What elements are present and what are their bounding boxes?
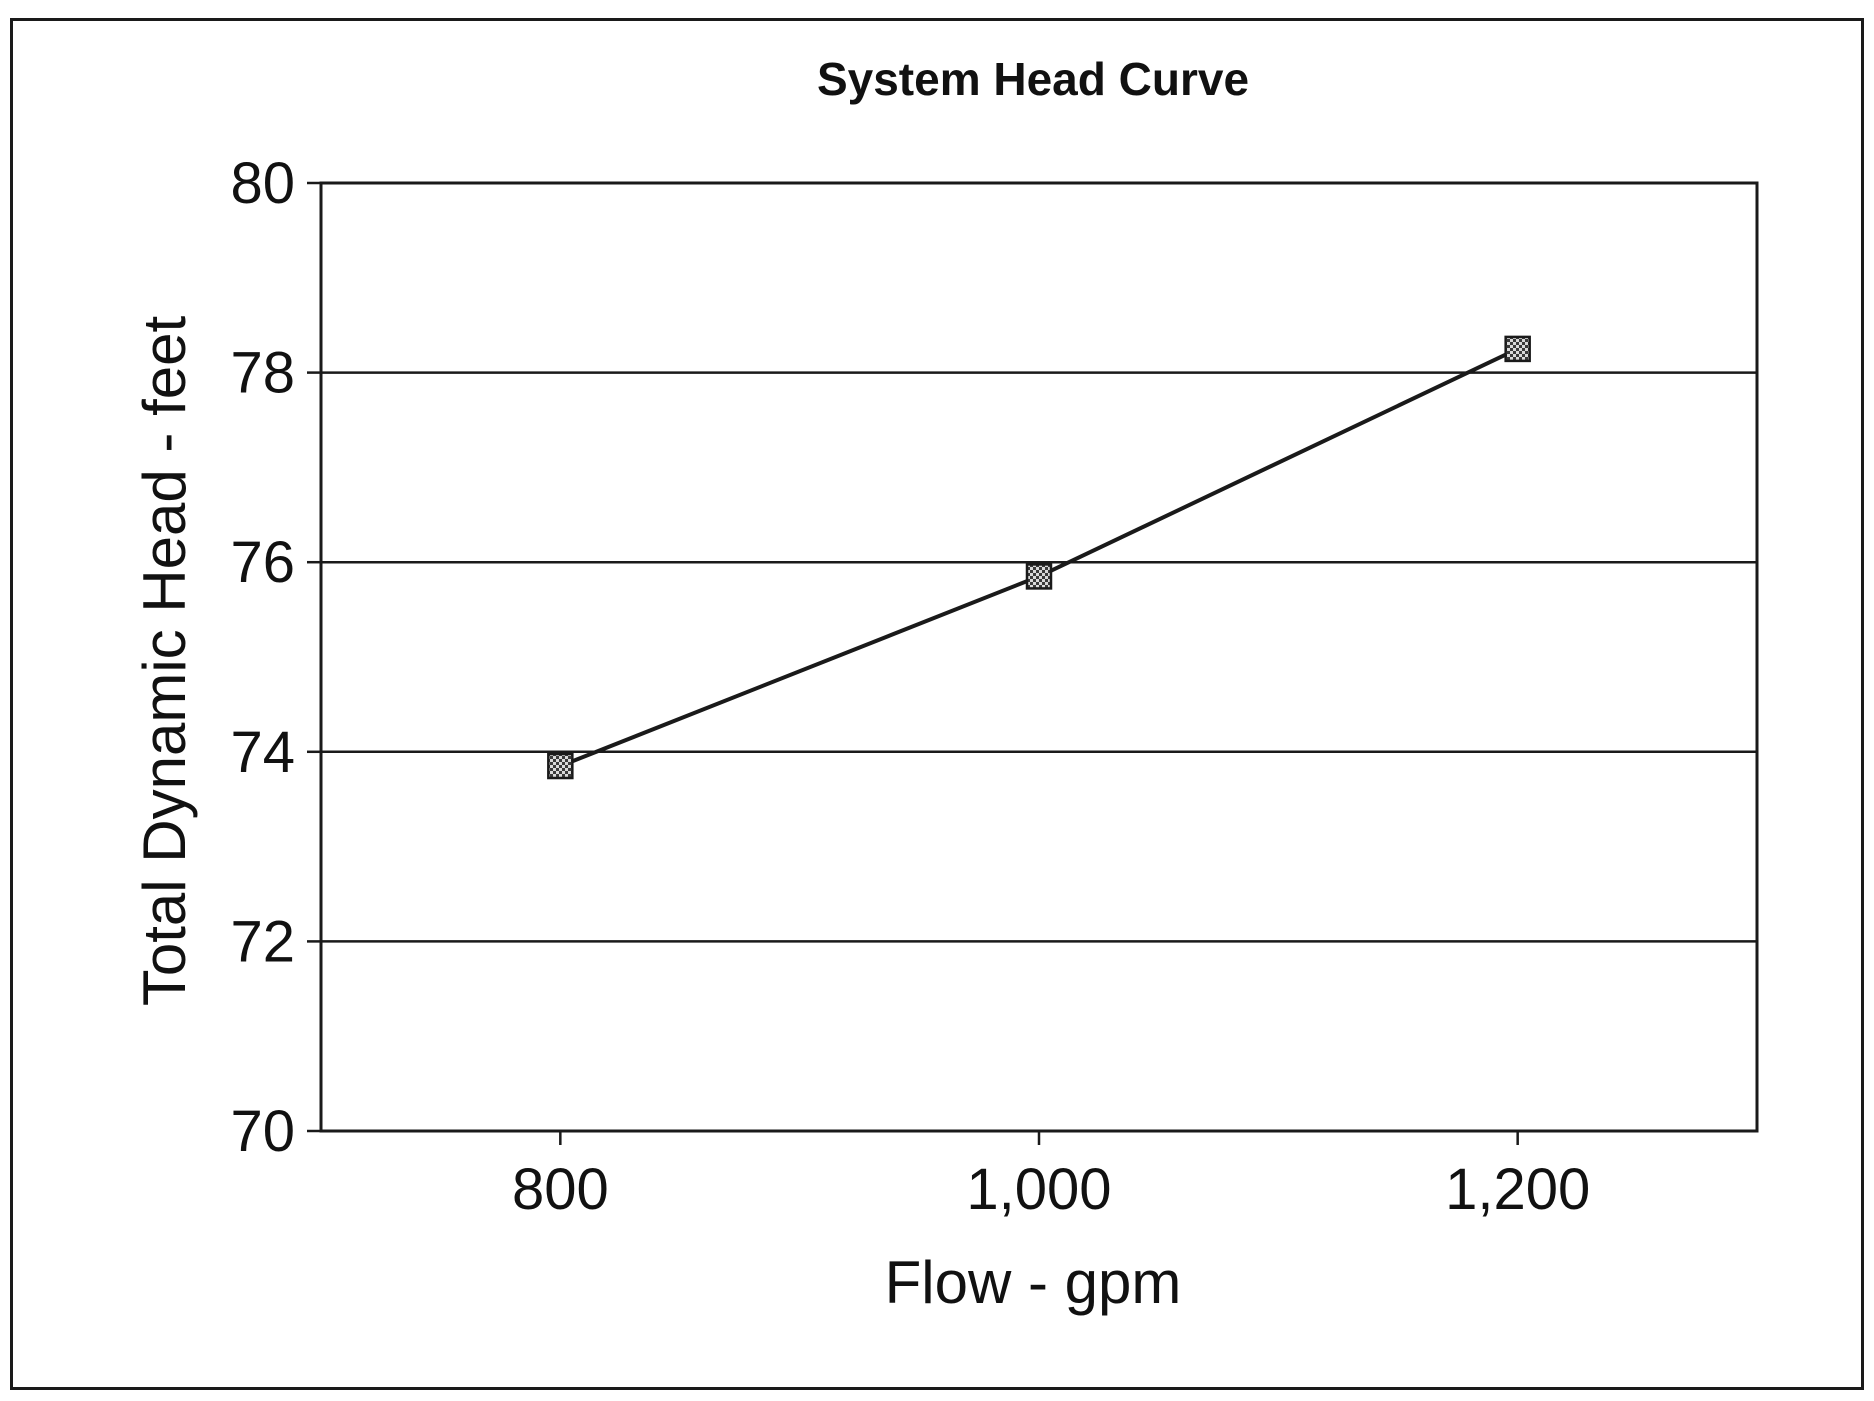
y-tick-label: 70	[230, 1099, 295, 1164]
data-point	[547, 752, 574, 780]
y-tick-label: 78	[230, 341, 295, 406]
x-tick-label: 1,200	[1445, 1157, 1590, 1222]
data-point	[1504, 335, 1531, 363]
series-layer	[547, 335, 1531, 780]
gridlines	[321, 371, 1757, 943]
x-tick-label: 800	[512, 1157, 609, 1222]
x-axis-label: Flow - gpm	[885, 1249, 1182, 1316]
chart-title: System Head Curve	[817, 53, 1249, 105]
x-tick-label: 1,000	[966, 1157, 1111, 1222]
chart-frame: System Head Curve 70 72 74 76 78 80 800 1,000 1…	[10, 18, 1864, 1390]
x-axis: 800 1,000 1,200	[512, 1131, 1590, 1222]
y-tick-label: 74	[230, 720, 295, 785]
data-point	[1025, 563, 1053, 590]
y-axis-label: Total Dynamic Head - feet	[131, 316, 198, 1007]
series-line	[559, 347, 1519, 768]
plot-area	[319, 181, 1759, 1133]
y-axis: 70 72 74 76 78 80	[230, 151, 321, 1164]
chart: System Head Curve 70 72 74 76 78 80 800 1,000 1…	[131, 53, 1759, 1316]
y-tick-label: 76	[230, 530, 295, 595]
y-tick-label: 80	[230, 151, 295, 216]
y-tick-label: 72	[230, 909, 295, 974]
